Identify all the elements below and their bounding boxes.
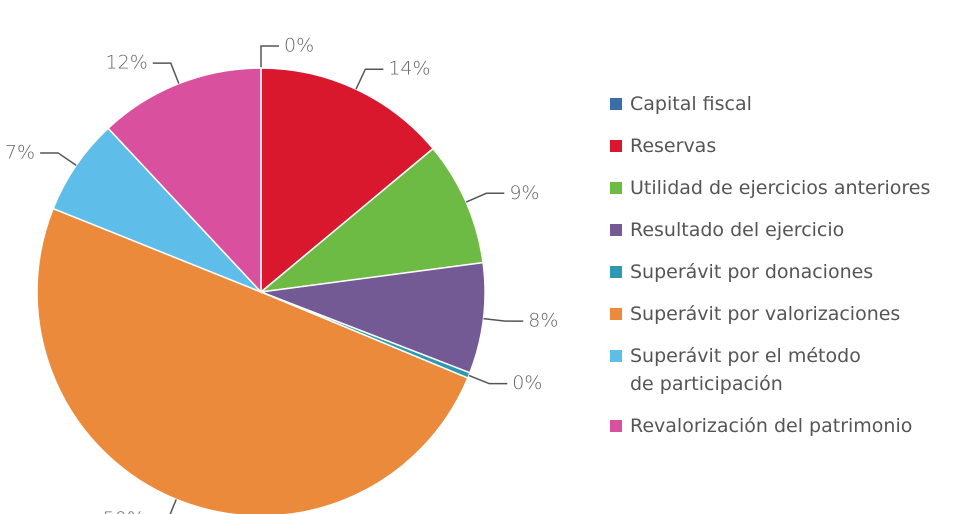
legend-swatch	[610, 420, 622, 432]
legend-swatch	[610, 182, 622, 194]
legend-swatch	[610, 224, 622, 236]
data-label: 14%	[388, 58, 430, 80]
legend-label: Resultado del ejercicio	[630, 219, 845, 241]
legend-item: Superávit por donaciones	[610, 258, 930, 286]
leader-line	[465, 192, 505, 203]
legend: Capital fiscal Reservas Utilidad de ejerci…	[610, 90, 930, 440]
data-label: 12%	[106, 52, 148, 74]
legend-swatch	[610, 350, 622, 362]
pie-slice	[260, 261, 486, 374]
legend-label: Superávit por el método de participación	[630, 345, 861, 395]
leader-line	[468, 374, 508, 385]
chart: 0% 14% 9% 8% 0% 50% 7% 12%	[5, 35, 558, 514]
pie-slice	[36, 207, 469, 514]
legend-label: Utilidad de ejercicios anteriores	[630, 177, 931, 199]
leader-line	[355, 68, 384, 90]
legend-swatch	[610, 98, 622, 110]
legend-item: Revalorización del patrimonio	[610, 412, 930, 440]
leader-line	[152, 62, 180, 84]
legend-label: Revalorización del patrimonio	[630, 415, 913, 437]
leader-line	[40, 152, 77, 166]
pie-slice	[258, 147, 484, 294]
pie-slice	[107, 67, 262, 294]
data-label: 9%	[509, 182, 539, 204]
legend-item: Reservas	[610, 132, 930, 160]
legend-item: Utilidad de ejercicios anteriores	[610, 174, 930, 202]
data-label: 50%	[103, 508, 145, 514]
legend-item: Superávit por el método de participación	[610, 342, 930, 398]
legend-item: Superávit por valorizaciones	[610, 300, 930, 328]
legend-label: Superávit por donaciones	[630, 261, 874, 283]
legend-label: Capital fiscal	[630, 93, 752, 115]
legend-label: Reservas	[630, 135, 717, 157]
legend-label: Superávit por valorizaciones	[630, 303, 901, 325]
legend-swatch	[610, 140, 622, 152]
leader-line	[483, 317, 524, 322]
data-label: 0%	[284, 35, 314, 57]
leader-line	[260, 45, 279, 68]
legend-swatch	[610, 308, 622, 320]
legend-item: Capital fiscal	[610, 90, 930, 118]
legend-item: Resultado del ejercicio	[610, 216, 930, 244]
leader-line	[169, 499, 177, 514]
data-label: 8%	[528, 310, 558, 332]
legend-swatch	[610, 266, 622, 278]
data-label: 7%	[5, 141, 35, 163]
data-label: 0%	[512, 372, 542, 394]
